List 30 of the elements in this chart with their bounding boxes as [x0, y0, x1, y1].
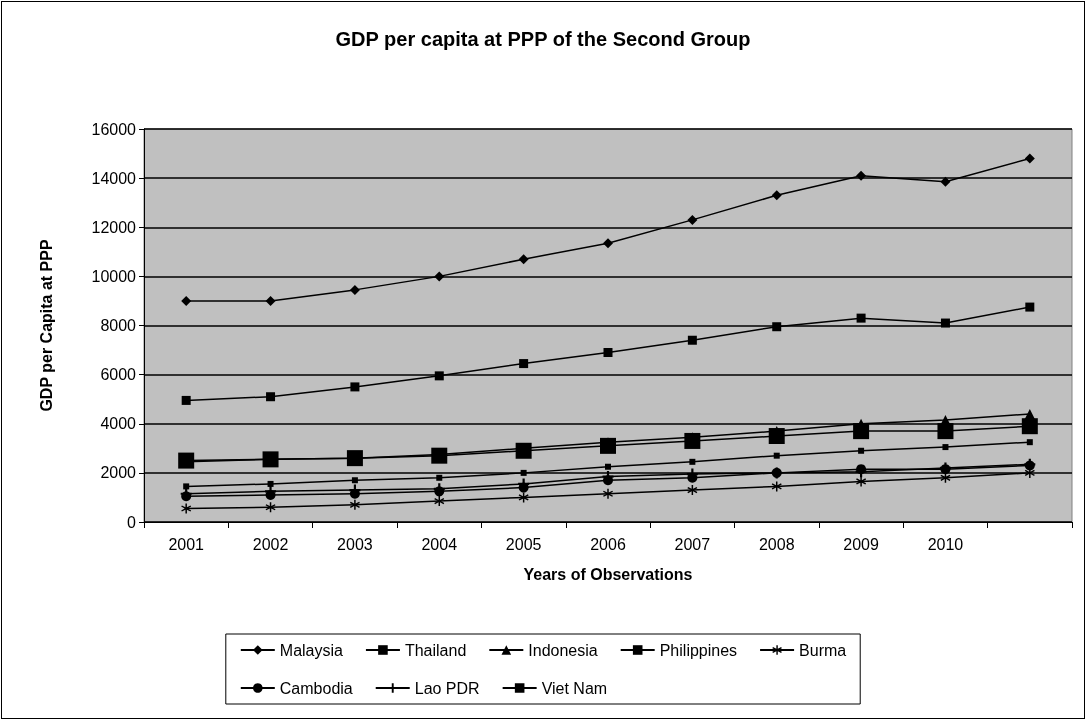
legend-label: Indonesia [528, 641, 598, 659]
legend-label: Burma [799, 641, 847, 659]
y-tick-label: 2000 [100, 464, 137, 482]
x-tick-label: 2005 [505, 535, 542, 553]
y-tick-label: 4000 [100, 415, 137, 433]
y-tick-label: 0 [127, 513, 137, 531]
legend-label: Malaysia [279, 641, 344, 659]
x-tick-label: 2001 [168, 535, 205, 553]
x-tick-label: 2006 [590, 535, 626, 553]
x-tick-label: 2004 [421, 535, 458, 553]
y-tick-label: 6000 [100, 366, 137, 384]
x-tick-label: 2010 [927, 535, 964, 553]
y-tick-label: 16000 [91, 120, 137, 138]
y-tick-label: 10000 [91, 267, 137, 285]
legend-label: Cambodia [279, 679, 353, 697]
legend-label: Viet Nam [541, 679, 608, 697]
x-tick-label: 2008 [758, 535, 795, 553]
x-tick-label: 2002 [252, 535, 289, 553]
x-tick-label: 2007 [674, 535, 711, 553]
x-axis-title: Years of Observations [523, 565, 693, 583]
legend-label: Philippines [659, 641, 738, 659]
y-tick-label: 12000 [91, 218, 137, 236]
legend-label: Lao PDR [414, 679, 480, 697]
legend-label: Thailand [404, 641, 467, 659]
x-tick-label: 2003 [337, 535, 373, 553]
y-tick-label: 8000 [100, 317, 137, 334]
x-tick-label: 2009 [843, 535, 879, 553]
y-tick-label: 14000 [91, 169, 137, 187]
chart-title: GDP per capita at PPP of the Second Group [335, 28, 751, 50]
y-axis-title: GDP per Capita at PPP [37, 239, 55, 412]
